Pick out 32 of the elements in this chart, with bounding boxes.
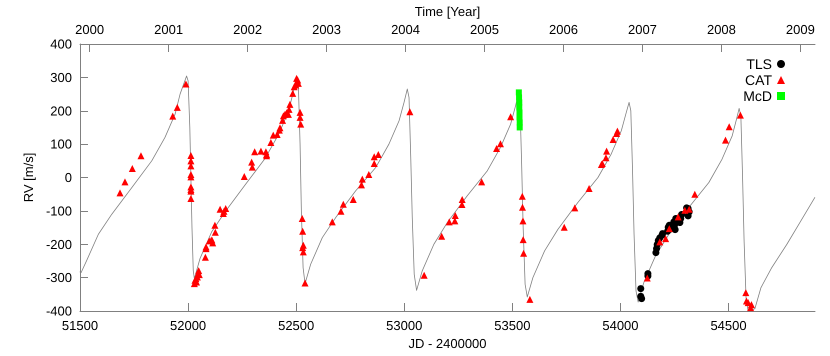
y-axis-title: RV [m/s] [21, 152, 36, 202]
y-tick-label: 0 [64, 170, 72, 185]
y-tick-label: 300 [50, 70, 72, 85]
x2-tick-label: 2006 [549, 22, 578, 37]
y-tick-label: -300 [46, 270, 72, 286]
x-tick-label: 53500 [494, 318, 530, 333]
x2-tick-label: 2005 [470, 22, 499, 37]
x2-tick-label: 2003 [312, 22, 342, 37]
x2-axis-title: Time [Year] [414, 4, 480, 20]
x-tick-label: 51500 [62, 318, 98, 333]
y-tick-label: -100 [46, 203, 72, 218]
x2-tick-label: 2007 [628, 22, 657, 37]
y-tick-label: 100 [50, 136, 72, 152]
x2-tick-label: 2002 [233, 22, 262, 37]
x2-tick-label: 2001 [154, 22, 184, 37]
x-tick-label: 54500 [710, 318, 747, 333]
x-axis-title: JD - 2400000 [408, 336, 487, 351]
x2-tick-label: 2008 [706, 22, 736, 37]
x-tick-label: 54000 [602, 318, 639, 333]
y-tick-label: 200 [50, 103, 72, 118]
y-tick-label: -400 [46, 304, 72, 318]
x2-tick-label: 2009 [786, 22, 815, 37]
y-tick-label: 400 [50, 36, 72, 52]
x2-tick-label: 2000 [75, 22, 104, 37]
legend-label: TLS [746, 56, 772, 72]
x2-tick-label: 2004 [391, 22, 420, 37]
x-tick-label: 52000 [170, 318, 206, 333]
legend-label: McD [743, 88, 772, 104]
x-tick-label: 52500 [278, 318, 314, 333]
y-tick-label: -200 [46, 236, 72, 252]
x-tick-label: 53000 [386, 318, 422, 333]
legend-label: CAT [745, 72, 772, 88]
